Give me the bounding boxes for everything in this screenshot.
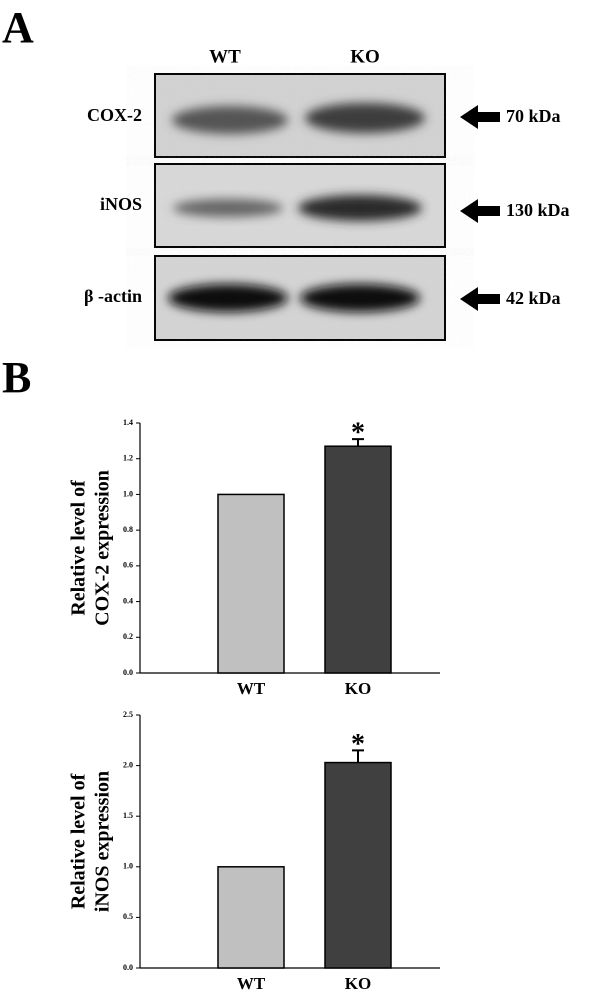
y-tick-label: 1.5 [123,811,133,820]
y-tick-label: 1.2 [123,454,133,463]
bar [217,493,285,674]
y-tick-label: 0.6 [123,561,133,570]
y-tick-label: 2.5 [123,710,133,719]
x-tick-label: WT [237,679,266,698]
blot-cox2 [154,73,446,158]
significance-mark: * [351,417,365,448]
size-label: 130 kDa [506,200,570,220]
y-tick-label: 1.0 [123,862,133,871]
x-tick-label: WT [237,974,266,993]
error-bar [352,438,364,447]
row-label: iNOS [100,194,142,214]
x-tick-label: KO [345,974,371,993]
y-axis-label: Relative level of [68,480,90,616]
y-tick-label: 0.4 [123,596,133,605]
size-label: 42 kDa [506,288,561,308]
lane-label: KO [350,46,380,67]
y-tick-label: 1.0 [123,489,133,498]
panel-label: B [2,353,31,402]
y-axis-label: iNOS expression [92,771,114,912]
y-axis-label: COX-2 expression [92,470,114,626]
y-tick-label: 1.4 [123,418,133,427]
row-label: β -actin [84,286,142,306]
y-tick-label: 2.0 [123,760,133,769]
error-bar [352,749,364,763]
bar [324,761,392,969]
y-tick-label: 0.2 [123,632,133,641]
bar [217,866,285,969]
y-tick-label: 0.8 [123,525,133,534]
panel-label: A [2,3,34,52]
y-tick-label: 0.5 [123,912,133,921]
blot-inos [154,163,446,248]
arrows [460,105,500,311]
bar [324,445,392,674]
size-label: 70 kDa [506,106,561,126]
y-tick-label: 0.0 [123,963,133,972]
y-tick-label: 0.0 [123,668,133,677]
blot-actin [154,255,446,341]
x-tick-label: KO [345,679,371,698]
significance-mark: * [351,729,365,760]
lane-label: WT [209,46,241,67]
row-label: COX-2 [87,105,142,125]
y-axis-label: Relative level of [68,773,90,909]
